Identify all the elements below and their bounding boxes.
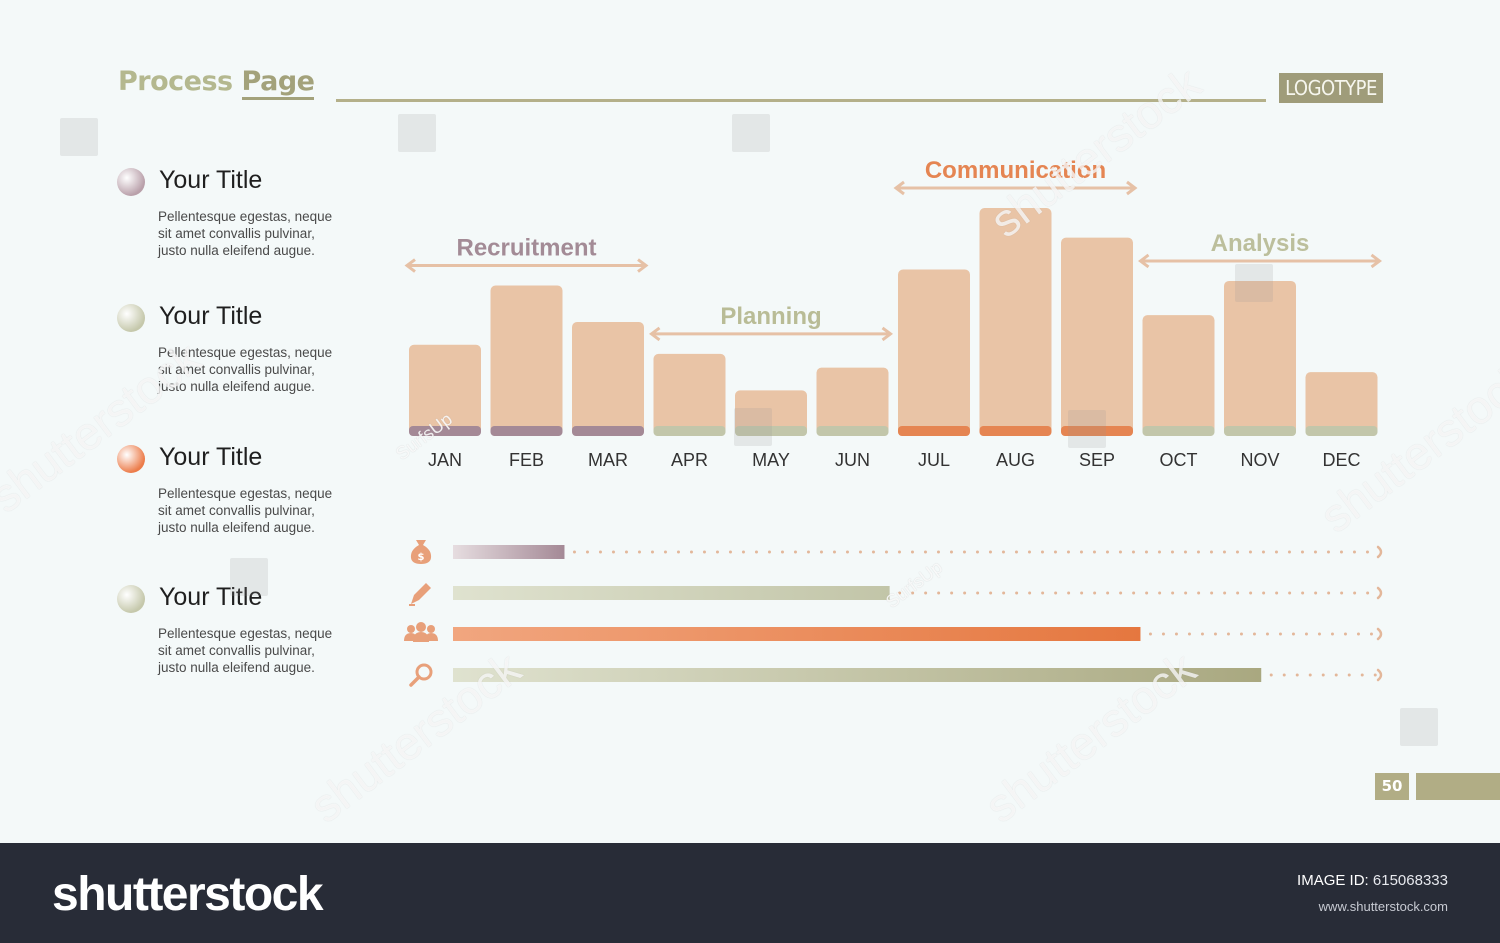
header-rule	[336, 99, 1266, 102]
legend-text-1: Pellentesque egestas, neque sit amet con…	[158, 209, 333, 258]
bar-base-apr	[653, 426, 726, 436]
phase-label: Planning	[720, 303, 821, 330]
legend-dot-2	[117, 304, 145, 332]
x-tick-label: JUL	[918, 450, 950, 470]
page-title-word-2: Page	[241, 66, 315, 100]
legend-title-2: Your Title	[159, 302, 263, 330]
bar-chart: JAN FEB MAR APR MAY JUN JUL AUG SEP OCT NOV DEC Recr…	[404, 157, 1383, 687]
legend-text-2: Pellentesque egestas, neque sit amet con…	[158, 345, 333, 394]
x-tick-label: DEC	[1322, 450, 1360, 470]
legend-title-4: Your Title	[159, 583, 263, 611]
legend-dot-3	[117, 445, 145, 473]
page-number: 50	[1375, 773, 1409, 800]
people-icon	[404, 622, 438, 642]
arrow-left-icon	[649, 326, 661, 342]
bar-mar	[572, 322, 644, 436]
x-tick-label: MAR	[588, 450, 628, 470]
legend-text-4: Pellentesque egestas, neque sit amet con…	[158, 626, 333, 675]
bar-base-jan	[409, 426, 481, 436]
footer-url[interactable]: www.shutterstock.com	[1318, 899, 1448, 914]
legend-dot-1	[117, 168, 145, 196]
footer-image-id-value: 615068333	[1372, 872, 1448, 889]
arrow-left-icon	[893, 180, 905, 196]
x-tick-label: MAY	[752, 450, 790, 470]
legend-text-3: Pellentesque egestas, neque sit amet con…	[158, 486, 333, 535]
page-number-bar	[1416, 773, 1500, 800]
footer-brand-logo: shutterstock	[52, 868, 324, 921]
watermark-logo-icon	[1400, 708, 1438, 746]
bar-sep	[1061, 237, 1133, 436]
bar-jan	[409, 344, 481, 436]
x-tick-label: JAN	[428, 450, 462, 470]
arrow-left-icon	[1138, 253, 1150, 269]
watermark-logo-icon	[60, 118, 98, 156]
bar-base-feb	[490, 426, 563, 436]
bar-base-mar	[572, 426, 644, 436]
progress-bar	[453, 627, 1141, 641]
bar-base-sep	[1061, 426, 1133, 436]
bar-base-oct	[1142, 426, 1215, 436]
x-tick-label: AUG	[996, 450, 1035, 470]
bar-jun	[816, 367, 889, 436]
arrow-right-icon	[1126, 180, 1138, 196]
bar-oct	[1142, 315, 1215, 436]
x-tick-label: SEP	[1079, 450, 1115, 470]
bar-base-nov	[1224, 426, 1296, 436]
bar-feb	[490, 285, 563, 436]
page-title: Process Page	[118, 66, 315, 100]
bar-base-jul	[898, 426, 970, 436]
footer-image-id: IMAGE ID: 615068333	[1297, 872, 1448, 889]
x-tick-label: APR	[671, 450, 708, 470]
bar-aug	[979, 208, 1052, 436]
progress-end-icon	[1376, 627, 1383, 641]
progress-bar	[453, 668, 1262, 682]
arrow-left-icon	[404, 258, 416, 273]
x-tick-label: NOV	[1240, 450, 1279, 470]
x-tick-label: FEB	[509, 450, 544, 470]
phase-label: Analysis	[1211, 230, 1310, 257]
bar-nov	[1224, 280, 1296, 436]
progress-end-icon	[1376, 586, 1383, 600]
arrow-right-icon	[881, 326, 893, 342]
progress-bar	[453, 586, 890, 600]
bar-base-jun	[816, 426, 889, 436]
slide: Process Page LOGOTYPE Your Title Pellent…	[0, 56, 1500, 833]
legend-title-3: Your Title	[159, 443, 263, 471]
progress-end-icon	[1376, 545, 1383, 559]
progress-end-icon	[1376, 668, 1383, 682]
bar-base-may	[735, 426, 807, 436]
bar-apr	[653, 353, 726, 436]
legend-dot-4	[117, 585, 145, 613]
legend-title-1: Your Title	[159, 166, 263, 194]
search-icon	[409, 663, 433, 687]
progress-bar	[453, 545, 565, 559]
logo: LOGOTYPE	[1279, 73, 1383, 103]
x-tick-label: JUN	[835, 450, 870, 470]
x-tick-label: OCT	[1160, 450, 1198, 470]
phase-label: Communication	[925, 157, 1106, 184]
bar-base-dec	[1305, 426, 1378, 436]
pencil-icon	[409, 583, 431, 606]
arrow-right-icon	[1370, 253, 1382, 269]
arrow-right-icon	[637, 258, 649, 273]
page-title-word-1: Process	[118, 66, 233, 97]
phase-label: Recruitment	[456, 235, 596, 262]
bar-may	[735, 390, 807, 436]
bar-jul	[898, 269, 970, 436]
svg-text:$: $	[418, 552, 425, 563]
bar-dec	[1305, 372, 1378, 436]
footer-image-id-label: IMAGE ID:	[1297, 872, 1369, 889]
money-bag-icon: $	[410, 540, 432, 564]
bar-base-aug	[979, 426, 1052, 436]
footer: shutterstock IMAGE ID: 615068333 www.shu…	[0, 843, 1500, 943]
